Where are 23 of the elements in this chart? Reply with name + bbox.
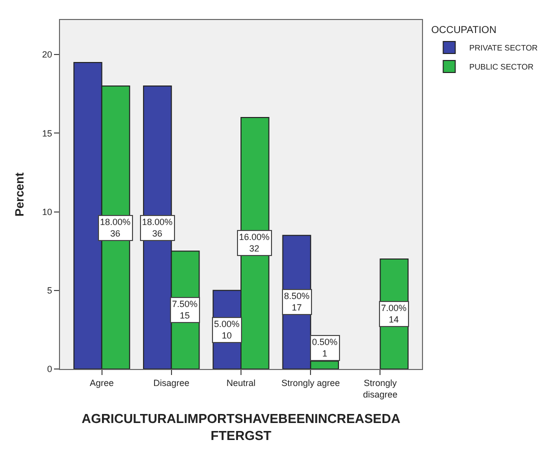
legend-title: OCCUPATION — [431, 25, 496, 36]
data-label: 7.00% 14 — [381, 303, 407, 325]
x-tick-label: Strongly agree — [281, 378, 340, 388]
data-label: 5.00% 10 — [214, 319, 240, 341]
x-axis-title: AGRICULTURALIMPORTSHAVEBEENINCREASEDA FTERGST — [82, 411, 401, 443]
x-tick-label: Strongly disagree — [362, 378, 398, 400]
data-label: 18.00% 36 — [142, 217, 173, 239]
y-tick-label: 5 — [47, 286, 52, 296]
y-axis-title: Percent — [12, 172, 26, 217]
x-tick-label: Disagree — [153, 378, 190, 388]
y-tick-label: 20 — [42, 50, 52, 60]
legend-label: PUBLIC SECTOR — [469, 62, 534, 72]
data-label: 16.00% 32 — [239, 232, 270, 254]
data-label: 18.00% 36 — [100, 217, 131, 239]
y-tick-label: 0 — [47, 364, 52, 374]
x-tick-label: Neutral — [226, 378, 256, 388]
y-tick-label: 10 — [42, 206, 52, 217]
data-label: 8.50% 17 — [284, 291, 310, 313]
x-tick-label: Agree — [90, 378, 114, 388]
legend-label: PRIVATE SECTOR — [469, 44, 538, 53]
y-tick-label: 15 — [42, 128, 52, 138]
data-label: 0.50% 1 — [312, 337, 338, 359]
data-label: 7.50% 15 — [172, 299, 198, 321]
